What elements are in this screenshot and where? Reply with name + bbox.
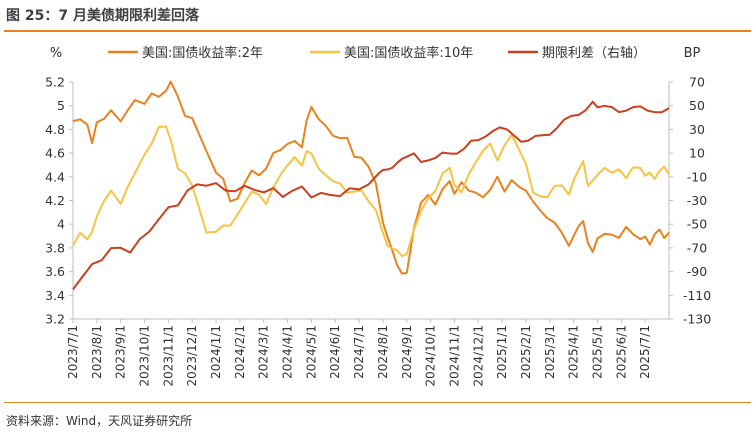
x-tick-label: 2024/3/1	[257, 325, 271, 379]
x-tick-label: 2023/9/1	[114, 325, 128, 379]
right-tick-label: 10	[689, 146, 705, 161]
x-tick-label: 2025/7/1	[638, 325, 652, 379]
right-tick-label: -30	[687, 193, 707, 208]
right-tick-label: 50	[689, 98, 705, 113]
x-tick-label: 2024/7/1	[352, 325, 366, 379]
right-axis-unit: BP	[684, 46, 701, 61]
x-tick-label: 2024/9/1	[400, 325, 414, 379]
left-tick-label: 5.2	[45, 75, 65, 90]
series-lines	[72, 80, 670, 290]
legend-label-1: 美国:国债收益率:10年	[344, 45, 473, 61]
left-tick-label: 4.8	[45, 122, 65, 137]
x-tick-label: 2024/10/1	[424, 325, 438, 387]
right-tick-label: -110	[683, 288, 711, 303]
x-tick-label: 2024/11/1	[447, 325, 461, 387]
x-tick-label: 2023/8/1	[90, 325, 104, 379]
legend-label-0: 美国:国债收益率:2年	[142, 45, 263, 61]
x-tick-label: 2023/12/1	[185, 325, 199, 387]
x-tick-label: 2025/5/1	[590, 325, 604, 379]
x-tick-label: 2024/4/1	[281, 325, 295, 379]
series-line-spread	[72, 100, 670, 290]
x-tick-label: 2025/2/1	[519, 325, 533, 379]
x-tick-label: 2023/11/1	[161, 325, 175, 387]
x-tick-label: 2025/3/1	[543, 325, 557, 379]
figure-title: 图 25：7 月美债期限利差回落	[6, 8, 199, 24]
left-tick-label: 3.6	[45, 264, 65, 279]
right-tick-label: -50	[687, 217, 707, 232]
x-tick-label: 2024/12/1	[471, 325, 485, 387]
x-tick-label: 2023/7/1	[66, 325, 80, 379]
x-tick-label: 2024/6/1	[328, 325, 342, 379]
x-tick-label: 2025/1/1	[495, 325, 509, 379]
source-note: 资料来源：Wind，天风证券研究所	[6, 414, 193, 428]
left-axis-unit: %	[50, 46, 62, 61]
left-tick-label: 4.6	[45, 146, 65, 161]
x-tick-label: 2024/2/1	[233, 325, 247, 379]
x-tick-label: 2024/5/1	[304, 325, 318, 379]
right-tick-label: 30	[689, 122, 705, 137]
legend: 美国:国债收益率:2年 美国:国债收益率:10年 期限利差（右轴）	[108, 45, 646, 61]
right-tick-label: -90	[687, 264, 707, 279]
right-tick-label: -130	[683, 312, 711, 327]
x-tick-label: 2025/4/1	[567, 325, 581, 379]
left-tick-label: 3.8	[45, 240, 65, 255]
left-tick-label: 4.4	[45, 169, 65, 184]
x-tick-label: 2024/1/1	[209, 325, 223, 379]
right-tick-label: 70	[689, 75, 705, 90]
x-tick-label: 2025/6/1	[614, 325, 628, 379]
legend-label-2: 期限利差（右轴）	[542, 46, 646, 61]
left-tick-label: 3.2	[45, 312, 65, 327]
left-tick-label: 4	[57, 217, 65, 232]
x-tick-label: 2023/10/1	[138, 325, 152, 387]
series-line-2y	[72, 80, 670, 275]
left-tick-label: 5	[57, 98, 65, 113]
yield-chart: 3.2 3.4 3.6 3.8 4 4.2 4.4 4.6 4.8 5 5.2 -130 -110 -90…	[45, 45, 711, 387]
axes: 3.2 3.4 3.6 3.8 4 4.2 4.4 4.6 4.8 5 5.2 -130 -110 -90…	[45, 75, 711, 387]
left-tick-label: 4.2	[45, 193, 65, 208]
right-tick-label: -10	[687, 169, 707, 184]
footer-rule	[4, 402, 751, 403]
right-tick-label: -70	[687, 240, 707, 255]
title-rule	[4, 30, 751, 32]
x-tick-label: 2024/8/1	[376, 325, 390, 379]
left-tick-label: 3.4	[45, 288, 65, 303]
series-line-10y	[72, 125, 670, 258]
